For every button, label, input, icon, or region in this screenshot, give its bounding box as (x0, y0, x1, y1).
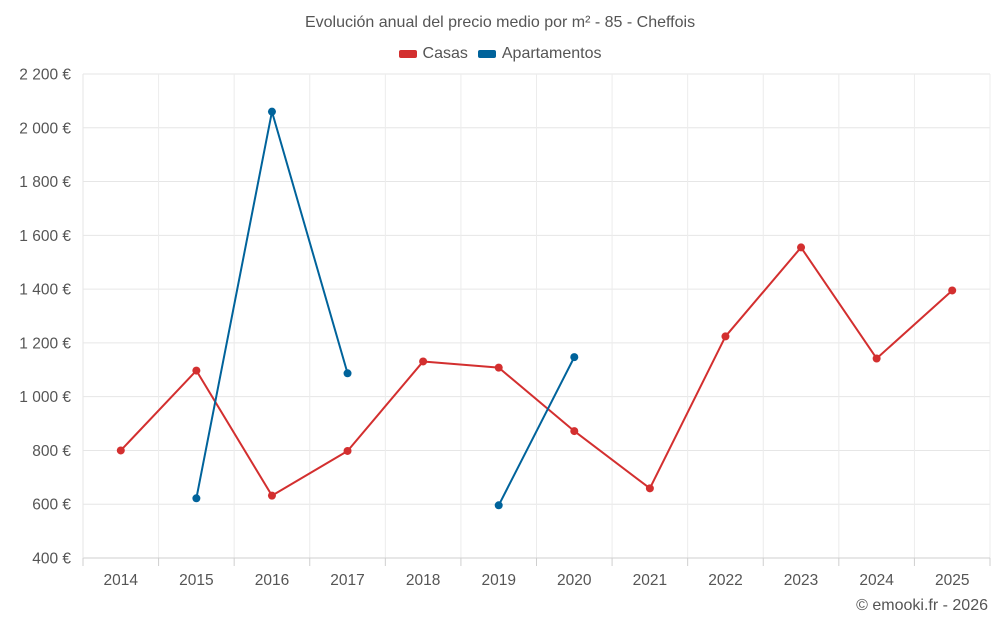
x-tick-label: 2019 (481, 572, 515, 589)
data-point-apartamentos (267, 107, 276, 116)
legend-label-apartamentos: Apartamentos (501, 45, 602, 62)
x-tick-label: 2025 (935, 572, 969, 589)
y-tick-label: 1 000 € (19, 389, 71, 406)
chart-legend: Casas Apartamentos (0, 45, 1000, 63)
axes: 400 € 600 € 800 € 1 000 € 1 200 € 1 400 € 1 60… (19, 67, 991, 589)
x-tick-label: 2023 (784, 572, 818, 589)
chart-title: Evolución anual del precio medio por m² … (304, 14, 696, 31)
data-point-casas (797, 243, 806, 252)
legend-item-casas[interactable]: Casas (398, 45, 468, 63)
y-tick-label: 2 200 € (19, 67, 71, 84)
data-point-casas (494, 363, 503, 372)
legend-label-casas: Casas (422, 45, 468, 62)
data-point-casas (570, 427, 579, 436)
series-line-apartamentos (195, 110, 349, 500)
credit-text: © emooki.fr - 2026 (856, 597, 988, 614)
x-tick-label: 2017 (330, 572, 364, 589)
legend-swatch-casas (398, 50, 417, 58)
x-tick-label: 2016 (255, 572, 289, 589)
series-casas (116, 243, 957, 500)
data-point-apartamentos (343, 369, 352, 378)
series-group (116, 107, 957, 510)
x-tick-label: 2024 (859, 572, 894, 589)
legend-swatch-apartamentos (477, 50, 496, 58)
x-tick-label: 2022 (708, 572, 742, 589)
x-tick-label: 2020 (557, 572, 592, 589)
y-tick-label: 400 € (32, 551, 71, 568)
y-tick-label: 1 800 € (19, 174, 71, 191)
y-tick-label: 1 200 € (19, 335, 71, 352)
data-point-casas (192, 366, 201, 375)
y-tick-label: 600 € (32, 497, 71, 514)
data-point-casas (872, 354, 881, 363)
series-line-apartamentos (497, 356, 576, 507)
data-point-casas (645, 484, 654, 493)
series-line-casas (119, 246, 954, 497)
data-point-apartamentos (192, 494, 201, 503)
x-tick-label: 2015 (179, 572, 213, 589)
data-point-apartamentos (570, 353, 579, 362)
grid-lines (83, 73, 991, 558)
y-tick-label: 2 000 € (19, 120, 71, 137)
data-point-casas (343, 446, 352, 455)
y-tick-label: 800 € (32, 443, 71, 460)
data-point-apartamentos (494, 501, 503, 510)
y-tick-label: 1 600 € (19, 228, 71, 245)
x-tick-label: 2014 (104, 572, 139, 589)
data-point-casas (721, 332, 730, 341)
x-tick-label: 2018 (406, 572, 440, 589)
data-point-casas (948, 286, 957, 295)
series-apartamentos (192, 107, 579, 510)
y-tick-label: 1 400 € (19, 282, 71, 299)
data-point-casas (267, 491, 276, 500)
data-point-casas (419, 357, 428, 366)
x-tick-label: 2021 (633, 572, 667, 589)
legend-item-apartamentos[interactable]: Apartamentos (477, 45, 602, 63)
data-point-casas (116, 446, 125, 455)
